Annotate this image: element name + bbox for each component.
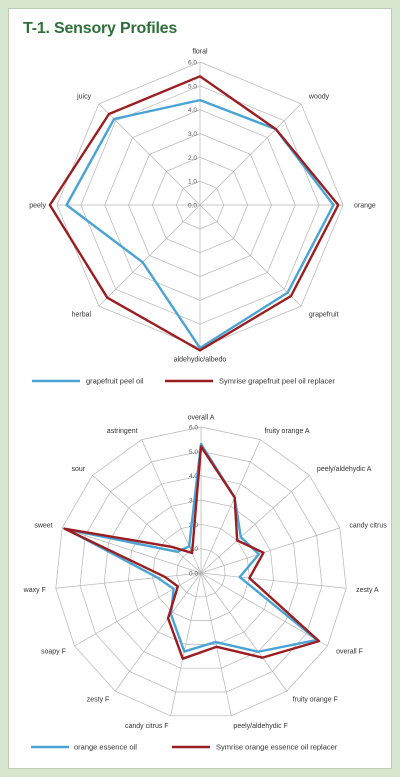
grid-spoke <box>170 572 202 716</box>
grid-spoke <box>200 572 347 589</box>
tick-label: 5.0 <box>189 449 198 456</box>
grid-spoke <box>74 572 202 647</box>
grid-spoke <box>62 527 202 574</box>
axis-label: grapefruit <box>309 311 339 318</box>
axis-label: juicy <box>76 94 92 101</box>
tick-label: 0.0 <box>189 571 198 578</box>
grid-spoke <box>200 572 328 647</box>
tick-label: 3.0 <box>188 131 197 138</box>
grid-spoke <box>200 439 261 574</box>
axis-label: sweet <box>34 522 52 529</box>
tick-label: 4.0 <box>188 107 197 114</box>
axis-label: zesty F <box>87 697 110 704</box>
grid-ring <box>176 548 226 598</box>
axis-label: zesty A <box>356 587 379 594</box>
grid-spoke <box>98 103 201 206</box>
axis-label: soapy F <box>41 649 66 656</box>
axis-label: overall A <box>188 415 215 422</box>
legend-label-2: Symrise orange essence oil replacer <box>216 743 338 752</box>
legend-label-1: grapefruit peel oil <box>86 377 144 386</box>
axis-label: fruity orange A <box>264 428 309 435</box>
grid-spoke <box>199 103 302 206</box>
axis-label: herbal <box>72 311 92 318</box>
axis-label: floral <box>192 49 208 56</box>
axis-label: waxy F <box>23 587 46 594</box>
grid-ring <box>128 499 274 645</box>
axis-label: sour <box>71 466 85 473</box>
tick-label: 6.0 <box>188 60 197 67</box>
grid-spoke <box>200 572 232 716</box>
legend-label-1: orange essence oil <box>74 743 137 752</box>
grid-spoke <box>92 475 202 574</box>
grid-spoke <box>200 572 288 692</box>
series-line-2 <box>63 445 321 660</box>
legend-label-2: Symrise grapefruit peel oil replacer <box>219 377 335 386</box>
tick-label: 0.0 <box>188 203 197 210</box>
axis-label: fruity orange F <box>293 697 338 704</box>
tick-label: 1.0 <box>188 179 197 186</box>
tick-label: 5.0 <box>188 83 197 90</box>
tick-label: 6.0 <box>189 425 198 432</box>
grid-spoke <box>55 572 202 589</box>
axis-label: candy citrus <box>349 522 387 529</box>
grid-spoke <box>114 572 202 692</box>
grid-spoke <box>199 204 302 307</box>
axis-label: orange <box>354 203 376 210</box>
grid-ring <box>55 426 347 717</box>
grid-ring <box>103 475 299 669</box>
grid-spoke <box>200 527 340 574</box>
axis-label: overall F <box>336 649 363 656</box>
axis-label: astringent <box>107 428 138 435</box>
axis-label: woody <box>308 94 330 101</box>
axis-label: peely/aldehydic F <box>233 723 287 730</box>
axis-label: candy citrus F <box>125 723 169 730</box>
figure-title: T-1. Sensory Profiles <box>23 20 178 37</box>
tick-label: 2.0 <box>188 155 197 162</box>
axis-label: peely/aldehydic A <box>317 466 372 473</box>
series-line-2 <box>48 75 340 352</box>
axis-label: aldehydic/albedo <box>174 357 227 364</box>
grid-ring <box>79 450 323 693</box>
tick-label: 4.0 <box>189 473 198 480</box>
radar-chart-1: 0.0 1.0 2.0 3.0 4.0 5.0 6.0 floral woody orange gr… <box>29 49 376 386</box>
tick-label: 1.0 <box>189 546 198 553</box>
series-line-1 <box>65 98 335 350</box>
axis-label: peely <box>29 203 46 210</box>
grid-spoke <box>200 475 310 574</box>
grid-spoke <box>98 204 201 307</box>
